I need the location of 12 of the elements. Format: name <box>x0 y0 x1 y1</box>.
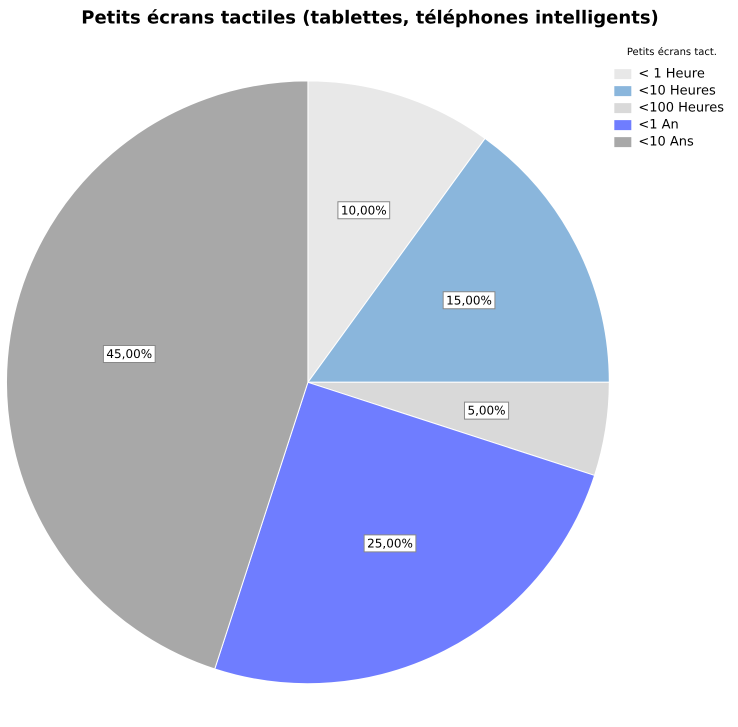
chart-title: Petits écrans tactiles (tablettes, téléphones intelligents) <box>81 7 659 28</box>
data-label: 15,00% <box>446 293 492 308</box>
legend-label: <100 Heures <box>638 100 724 116</box>
legend-label: <1 An <box>638 117 679 132</box>
data-label: 5,00% <box>467 404 506 418</box>
legend-title: Petits écrans tact. <box>626 47 717 58</box>
data-label: 10,00% <box>340 203 387 218</box>
data-label: 45,00% <box>106 347 152 362</box>
legend-label: <10 Heures <box>638 83 716 98</box>
legend-label: < 1 Heure <box>638 66 705 82</box>
data-label: 25,00% <box>367 536 413 551</box>
legend-label: <10 Ans <box>638 134 694 150</box>
